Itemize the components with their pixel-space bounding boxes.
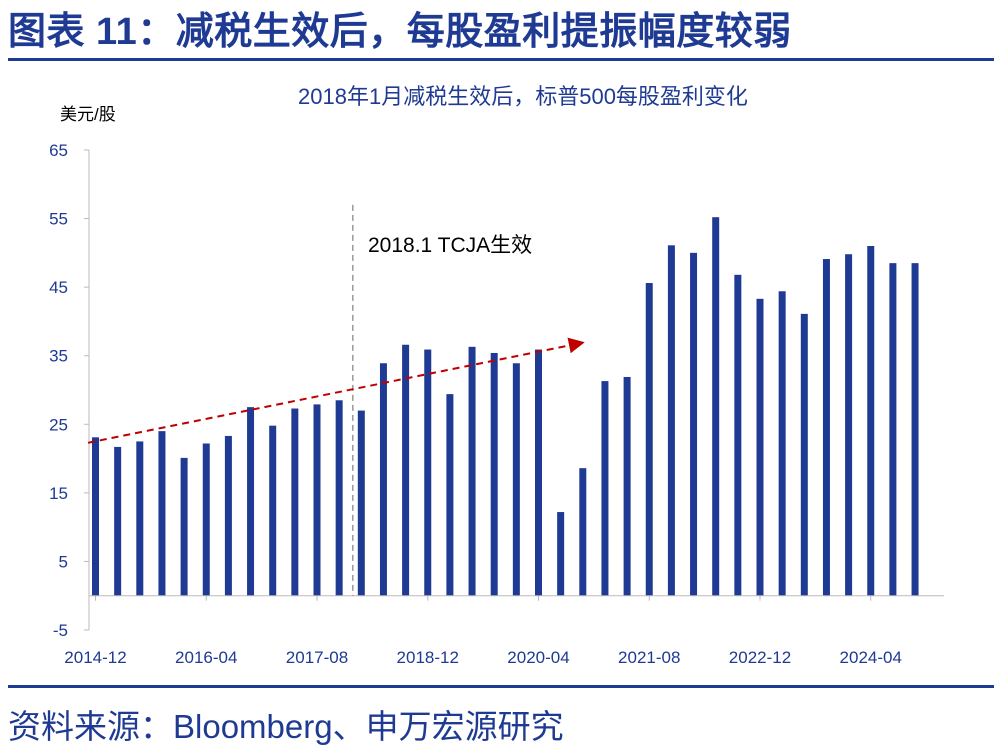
eps-bar	[690, 252, 698, 596]
eps-bar	[202, 443, 210, 596]
eps-bar	[911, 263, 919, 596]
bars-layer	[92, 217, 919, 596]
eps-bar	[335, 400, 343, 596]
eps-bar	[712, 217, 720, 596]
eps-bar	[247, 407, 255, 596]
x-tick-label: 2017-08	[286, 648, 348, 667]
eps-bar	[379, 363, 387, 596]
eps-bar	[490, 352, 498, 596]
eps-bar	[579, 468, 587, 596]
eps-bar	[357, 410, 365, 596]
y-tick-label: 45	[49, 278, 68, 297]
eps-bar	[778, 291, 786, 596]
eps-bar	[557, 512, 565, 596]
eps-bar	[800, 313, 808, 596]
y-tick-label: 15	[49, 484, 68, 503]
eps-bar	[623, 376, 631, 596]
y-axis-unit-label: 美元/股	[60, 105, 116, 124]
x-tick-label: 2018-12	[397, 648, 459, 667]
y-tick-label: 5	[59, 552, 68, 571]
eps-bar	[867, 246, 875, 596]
y-axis-ticks: 65 55 45 35 25 15 5 -5	[49, 141, 89, 640]
y-tick-label: 55	[49, 210, 68, 229]
eps-bar	[845, 254, 853, 596]
eps-bar	[601, 381, 609, 596]
eps-bar	[667, 245, 675, 596]
x-tick-label: 2024-04	[840, 648, 902, 667]
x-tick-label: 2020-04	[507, 648, 569, 667]
y-tick-label: 65	[49, 141, 68, 160]
eps-bar	[224, 435, 232, 596]
y-tick-label: 25	[49, 415, 68, 434]
eps-bar	[114, 446, 122, 596]
eps-bar	[291, 408, 299, 596]
eps-bar	[822, 259, 830, 596]
eps-bar	[158, 431, 166, 596]
eps-bar	[446, 394, 454, 596]
title-rule	[8, 58, 994, 61]
x-tick-label: 2016-04	[175, 648, 237, 667]
eps-bar	[180, 457, 188, 596]
trend-arrow	[87, 337, 585, 444]
eps-bar	[756, 298, 764, 596]
x-axis-ticks: 2014-12 2016-04 2017-08 2018-12 2020-04 2021-…	[64, 595, 902, 667]
eps-bar	[402, 344, 410, 596]
eps-bar	[645, 283, 653, 596]
eps-bar	[889, 263, 897, 596]
figure-title: 图表 11：减税生效后，每股盈利提振幅度较弱	[8, 11, 792, 53]
source-note: 资料来源：Bloomberg、申万宏源研究	[8, 708, 564, 745]
footer-rule	[8, 685, 994, 688]
eps-bar	[92, 437, 99, 596]
eps-bar	[734, 274, 742, 596]
eps-bar	[424, 349, 432, 596]
tcja-event-label: 2018.1 TCJA生效	[368, 234, 532, 257]
y-tick-label: 35	[49, 347, 68, 366]
eps-bar	[269, 425, 277, 596]
eps-bar	[313, 404, 321, 596]
eps-bar	[535, 349, 542, 596]
x-tick-label: 2014-12	[64, 648, 126, 667]
eps-bar	[136, 441, 144, 596]
y-tick-label: -5	[53, 621, 68, 640]
chart-title: 2018年1月减税生效后，标普500每股盈利变化	[298, 84, 748, 109]
eps-bar	[468, 346, 476, 596]
x-tick-label: 2021-08	[618, 648, 680, 667]
eps-bar-chart: 2018年1月减税生效后，标普500每股盈利变化 美元/股 65 55 45 35 25…	[49, 84, 944, 667]
eps-bar	[512, 363, 520, 596]
x-tick-label: 2022-12	[729, 648, 791, 667]
